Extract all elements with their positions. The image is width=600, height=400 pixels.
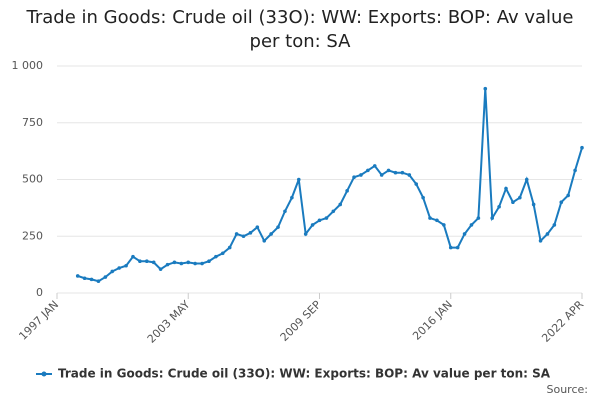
x-tick-label: 2009 SEP <box>278 298 324 344</box>
point <box>566 193 570 198</box>
point <box>138 259 142 264</box>
point <box>241 234 246 239</box>
point <box>455 245 460 250</box>
point <box>359 173 363 177</box>
point <box>220 251 225 256</box>
point <box>386 168 391 173</box>
point <box>193 261 197 266</box>
point <box>504 186 508 191</box>
point <box>255 225 260 229</box>
point <box>552 223 557 227</box>
point <box>296 177 301 182</box>
point <box>476 216 481 220</box>
point <box>372 164 377 168</box>
point <box>186 260 191 265</box>
point <box>158 267 163 271</box>
point <box>421 195 425 200</box>
point <box>262 238 267 243</box>
point <box>435 218 439 223</box>
point <box>103 275 108 279</box>
y-tick-label: 750 <box>22 116 43 129</box>
point <box>580 145 584 150</box>
point <box>200 261 204 266</box>
y-tick-label: 250 <box>22 229 43 242</box>
legend-label: Trade in Goods: Crude oil (33O): WW: Exp… <box>58 367 551 381</box>
point <box>379 173 384 177</box>
x-tick-label: 2022 APR <box>539 298 586 345</box>
point <box>497 204 501 209</box>
point <box>234 232 239 236</box>
point <box>531 202 536 207</box>
point <box>207 259 211 264</box>
point <box>283 209 287 214</box>
point <box>538 238 543 243</box>
point <box>511 200 515 204</box>
point <box>269 232 273 236</box>
point <box>145 259 149 264</box>
point <box>276 225 280 229</box>
y-tick-label: 500 <box>22 173 43 186</box>
point <box>366 168 370 173</box>
y-tick-label: 0 <box>36 286 43 299</box>
point <box>214 254 218 259</box>
point <box>227 245 232 250</box>
point <box>96 279 101 283</box>
point <box>448 245 453 250</box>
point <box>338 202 343 207</box>
point <box>179 261 184 266</box>
point <box>442 223 446 227</box>
point <box>89 277 94 282</box>
point <box>393 170 398 175</box>
point <box>165 262 170 267</box>
point <box>110 269 115 274</box>
point <box>172 260 177 265</box>
point <box>310 223 315 227</box>
x-tick-label: 2003 MAY <box>145 298 193 346</box>
x-tick-label: 2016 JAN <box>410 298 455 343</box>
point <box>75 274 80 278</box>
point <box>248 231 253 235</box>
point <box>117 266 121 270</box>
point <box>352 175 356 180</box>
point <box>317 218 322 223</box>
point <box>545 232 550 236</box>
source: Source: <box>547 383 589 396</box>
point <box>400 170 405 175</box>
point <box>559 200 564 204</box>
point <box>573 168 577 173</box>
x-tick-label: 1997 JAN <box>16 298 61 343</box>
point <box>524 177 529 182</box>
point <box>331 209 336 214</box>
point <box>428 216 432 220</box>
point <box>131 254 135 259</box>
point <box>324 216 329 220</box>
point <box>151 260 156 265</box>
point <box>469 223 474 227</box>
y-tick-label: 1 000 <box>12 59 44 72</box>
legend-marker <box>41 371 47 377</box>
point <box>345 189 349 193</box>
chart-title: Trade in Goods: Crude oil (33O): WW: Exp… <box>26 7 574 52</box>
point <box>303 232 308 236</box>
point <box>82 276 87 281</box>
point <box>290 195 294 200</box>
series-line <box>77 88 583 283</box>
point <box>407 173 412 177</box>
point <box>462 232 467 236</box>
point <box>483 86 488 91</box>
point <box>518 195 522 200</box>
point <box>124 263 128 268</box>
point <box>490 216 494 220</box>
point <box>414 182 419 186</box>
